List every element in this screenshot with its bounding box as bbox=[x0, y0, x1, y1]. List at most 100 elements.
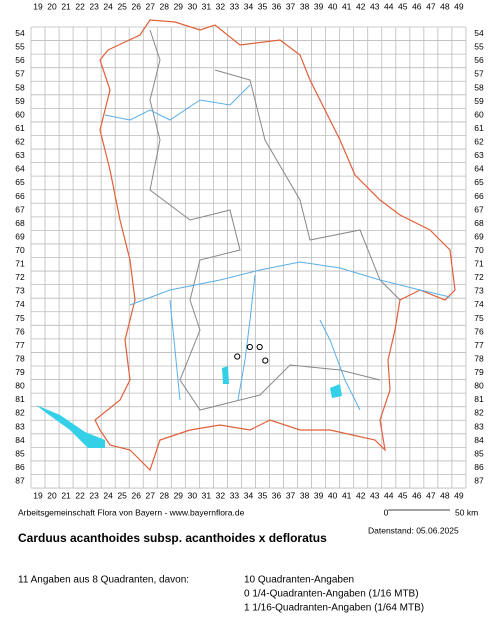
column-label: 41 bbox=[342, 490, 352, 500]
row-label: 60 bbox=[15, 109, 25, 119]
column-label: 30 bbox=[188, 490, 198, 500]
row-label: 79 bbox=[15, 367, 25, 377]
row-label: 69 bbox=[474, 231, 484, 241]
lake bbox=[330, 384, 342, 398]
row-label: 84 bbox=[15, 435, 25, 445]
river bbox=[319, 319, 361, 411]
column-label: 21 bbox=[61, 490, 71, 500]
row-label: 77 bbox=[15, 340, 25, 350]
column-label: 35 bbox=[258, 1, 268, 11]
count: 0 1/4-Quadranten-Angaben (1/16 MTB) bbox=[244, 589, 419, 600]
row-label: 72 bbox=[15, 272, 25, 282]
record-point bbox=[234, 353, 241, 360]
row-label: 63 bbox=[15, 150, 25, 160]
row-label: 77 bbox=[474, 340, 484, 350]
river bbox=[237, 274, 256, 401]
row-label: 54 bbox=[474, 28, 484, 38]
row-label: 58 bbox=[474, 82, 484, 92]
column-label: 22 bbox=[75, 1, 85, 11]
column-label: 31 bbox=[202, 490, 212, 500]
row-label: 70 bbox=[15, 245, 25, 255]
district-border bbox=[149, 29, 381, 411]
lake bbox=[222, 366, 229, 384]
column-label: 23 bbox=[89, 1, 99, 11]
row-label: 55 bbox=[15, 42, 25, 52]
column-label: 37 bbox=[286, 490, 296, 500]
row-label: 59 bbox=[474, 96, 484, 106]
row-label: 87 bbox=[474, 476, 484, 486]
summary: 11 Angaben aus 8 Quadranten, davon: bbox=[18, 575, 189, 586]
column-label: 46 bbox=[412, 490, 422, 500]
column-label: 20 bbox=[47, 1, 57, 11]
row-label: 76 bbox=[15, 326, 25, 336]
credit: Arbeitsgemeinschaft Flora von Bayern - w… bbox=[18, 507, 245, 517]
column-label: 22 bbox=[75, 490, 85, 500]
row-label: 75 bbox=[474, 313, 484, 323]
row-label: 55 bbox=[474, 42, 484, 52]
row-label: 86 bbox=[474, 462, 484, 472]
row-label: 67 bbox=[15, 204, 25, 214]
column-label: 38 bbox=[300, 1, 310, 11]
column-label: 36 bbox=[272, 490, 282, 500]
row-label: 74 bbox=[15, 299, 25, 309]
row-label: 83 bbox=[15, 421, 25, 431]
row-label: 78 bbox=[474, 353, 484, 363]
column-label: 25 bbox=[117, 490, 127, 500]
column-label: 43 bbox=[370, 490, 380, 500]
row-label: 57 bbox=[474, 69, 484, 79]
scale-end: 50 km bbox=[455, 507, 478, 517]
column-label: 45 bbox=[398, 1, 408, 11]
column-label: 25 bbox=[117, 1, 127, 11]
row-label: 64 bbox=[15, 164, 25, 174]
record-point bbox=[246, 343, 253, 351]
row-label: 73 bbox=[15, 286, 25, 296]
row-label: 61 bbox=[15, 123, 25, 133]
column-label: 44 bbox=[384, 490, 394, 500]
column-label: 29 bbox=[174, 1, 184, 11]
column-label: 33 bbox=[230, 1, 240, 11]
row-label: 80 bbox=[474, 381, 484, 391]
column-label: 47 bbox=[426, 1, 436, 11]
row-label: 78 bbox=[15, 353, 25, 363]
column-label: 44 bbox=[384, 1, 394, 11]
row-label: 73 bbox=[474, 286, 484, 296]
row-label: 68 bbox=[474, 218, 484, 228]
row-label: 81 bbox=[15, 394, 25, 404]
row-label: 54 bbox=[15, 28, 25, 38]
grid bbox=[30, 26, 467, 489]
row-label: 81 bbox=[474, 394, 484, 404]
column-label: 26 bbox=[131, 1, 141, 11]
count: 10 Quadranten-Angaben bbox=[244, 575, 354, 586]
row-label: 71 bbox=[474, 259, 484, 269]
column-label: 28 bbox=[160, 1, 170, 11]
column-label: 24 bbox=[103, 1, 113, 11]
column-label: 19 bbox=[33, 1, 43, 11]
row-label: 56 bbox=[474, 55, 484, 65]
river bbox=[169, 299, 181, 401]
row-label: 67 bbox=[474, 204, 484, 214]
labels: 19 19 20 20 21 21 22 22 23 23 24 24 25 25 26 26 27 27 28 28… bbox=[15, 1, 484, 500]
row-label: 79 bbox=[474, 367, 484, 377]
column-label: 49 bbox=[454, 1, 464, 11]
count: 1 1/16-Quadranten-Angaben (1/64 MTB) bbox=[244, 603, 424, 614]
column-label: 26 bbox=[131, 490, 141, 500]
row-label: 86 bbox=[15, 462, 25, 472]
row-label: 69 bbox=[15, 231, 25, 241]
column-label: 40 bbox=[328, 1, 338, 11]
column-label: 48 bbox=[440, 490, 450, 500]
column-label: 47 bbox=[426, 490, 436, 500]
scale-start: 0 bbox=[384, 507, 389, 517]
column-label: 46 bbox=[412, 1, 422, 11]
row-label: 68 bbox=[15, 218, 25, 228]
row-label: 85 bbox=[15, 448, 25, 458]
column-label: 34 bbox=[244, 490, 254, 500]
row-label: 76 bbox=[474, 326, 484, 336]
column-label: 29 bbox=[174, 490, 184, 500]
row-label: 84 bbox=[474, 435, 484, 445]
row-label: 61 bbox=[474, 123, 484, 133]
record-point bbox=[256, 343, 263, 351]
row-label: 74 bbox=[474, 299, 484, 309]
row-label: 82 bbox=[15, 408, 25, 418]
row-label: 58 bbox=[15, 82, 25, 92]
